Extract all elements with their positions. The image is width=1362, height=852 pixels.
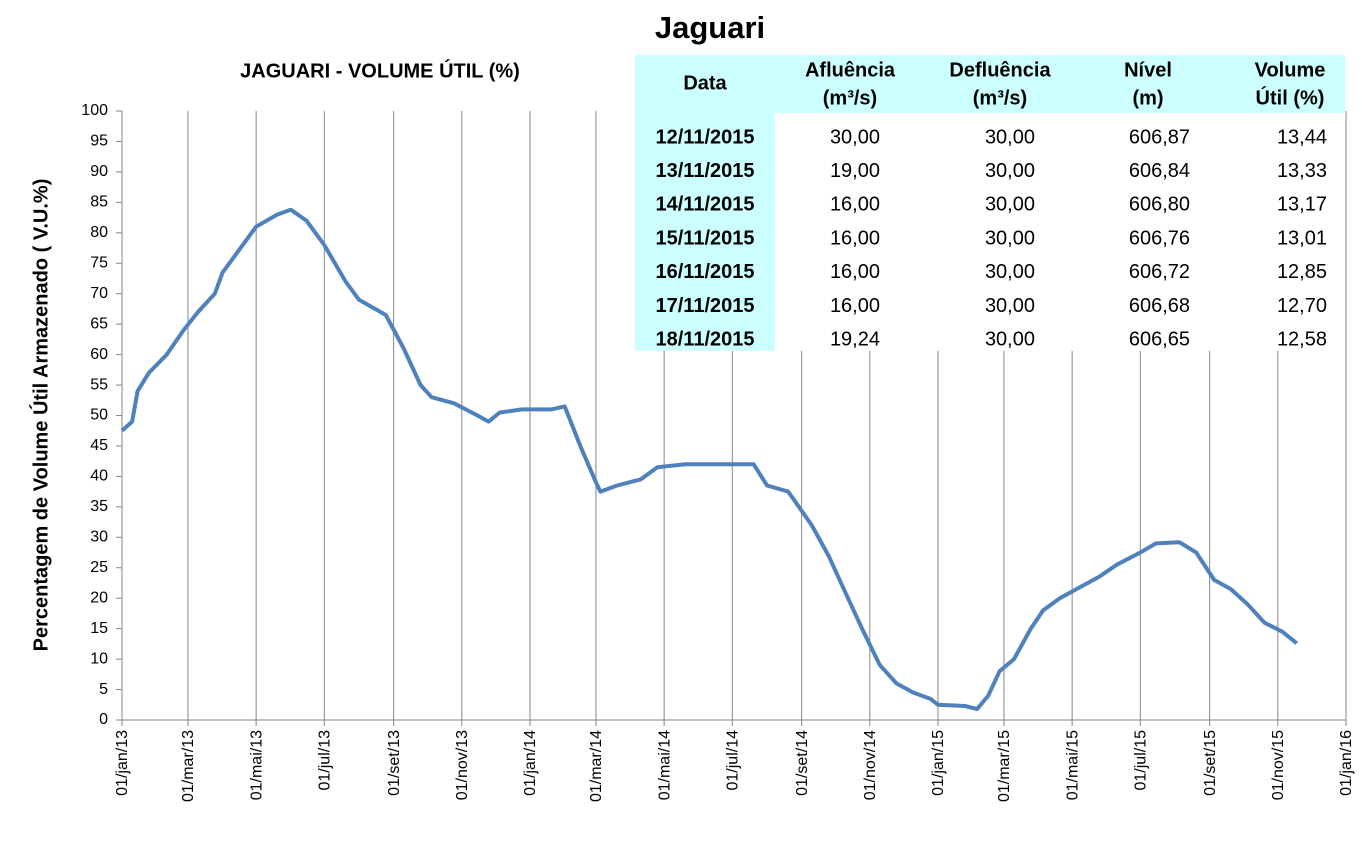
- x-tick-label: 01/mai/15: [1064, 730, 1081, 800]
- table-cell: 30,00: [985, 227, 1035, 249]
- table-cell: 16,00: [830, 194, 880, 216]
- table-cell: 606,84: [1129, 160, 1190, 182]
- table-cell: 30,00: [985, 328, 1035, 350]
- table-header: (m³/s): [823, 87, 877, 109]
- x-tick-label: 01/jul/13: [317, 730, 334, 791]
- x-tick-label: 01/jul/14: [725, 730, 742, 791]
- table-date: 16/11/2015: [656, 261, 755, 283]
- table-cell: 19,24: [830, 328, 880, 350]
- y-tick-label: 80: [90, 224, 108, 241]
- table-header: Defluência: [949, 59, 1051, 81]
- y-tick-label: 90: [90, 163, 108, 180]
- x-tick-label: 01/jan/13: [114, 730, 131, 796]
- y-tick-label: 35: [90, 498, 108, 515]
- y-tick-label: 55: [90, 376, 108, 393]
- y-tick-label: 40: [90, 468, 108, 485]
- x-tick-label: 01/jul/15: [1133, 730, 1150, 791]
- table-header: (m): [1132, 87, 1163, 109]
- table-date: 13/11/2015: [656, 160, 755, 182]
- table-cell: 16,00: [830, 295, 880, 317]
- y-tick-label: 10: [90, 650, 108, 667]
- table-cell: 12,85: [1277, 261, 1327, 283]
- x-tick-label: 01/mar/13: [180, 730, 197, 802]
- table-cell: 30,00: [985, 194, 1035, 216]
- y-tick-label: 85: [90, 194, 108, 211]
- x-tick-label: 01/set/15: [1202, 730, 1219, 796]
- y-tick-label: 65: [90, 315, 108, 332]
- x-tick-label: 01/nov/13: [454, 730, 471, 800]
- table-header: Útil (%): [1256, 85, 1325, 109]
- table-date: 18/11/2015: [656, 328, 755, 350]
- table-cell: 13,44: [1277, 126, 1327, 148]
- x-tick-label: 01/jan/14: [522, 730, 539, 796]
- table-cell: 12,70: [1277, 295, 1327, 317]
- x-tick-label: 01/mai/13: [248, 730, 265, 800]
- y-tick-label: 0: [99, 711, 108, 728]
- table-cell: 30,00: [985, 126, 1035, 148]
- y-tick-label: 20: [90, 589, 108, 606]
- table-header: Data: [683, 72, 727, 94]
- x-tick-label: 01/jan/16: [1338, 730, 1355, 796]
- table-cell: 606,76: [1129, 227, 1190, 249]
- table-date: 15/11/2015: [656, 227, 755, 249]
- y-tick-label: 100: [81, 102, 108, 119]
- x-tick-label: 01/mar/15: [996, 730, 1013, 802]
- date-column-bg: [635, 55, 775, 351]
- table-header: Afluência: [805, 59, 896, 81]
- y-axis-label: Percentagem de Volume Útil Armazenado ( …: [28, 179, 52, 652]
- table-title: Jaguari: [655, 10, 765, 45]
- y-tick-label: 50: [90, 407, 108, 424]
- x-tick-label: 01/set/14: [794, 730, 811, 796]
- y-tick-label: 95: [90, 133, 108, 150]
- table-cell: 16,00: [830, 227, 880, 249]
- table-date: 14/11/2015: [656, 194, 755, 216]
- table-cell: 13,33: [1277, 160, 1327, 182]
- y-tick-label: 30: [90, 529, 108, 546]
- y-tick-label: 15: [90, 620, 108, 637]
- table-cell: 606,80: [1129, 194, 1190, 216]
- y-tick-label: 75: [90, 254, 108, 271]
- x-tick-label: 01/set/13: [386, 730, 403, 796]
- table-cell: 606,87: [1129, 126, 1190, 148]
- table-date: 17/11/2015: [656, 295, 755, 317]
- table-cell: 16,00: [830, 261, 880, 283]
- y-tick-label: 45: [90, 437, 108, 454]
- table-cell: 19,00: [830, 160, 880, 182]
- x-tick-label: 01/jan/15: [930, 730, 947, 796]
- table-header: Nível: [1124, 59, 1172, 81]
- table-cell: 606,72: [1129, 261, 1190, 283]
- table-cell: 606,68: [1129, 295, 1190, 317]
- table-cell: 30,00: [985, 160, 1035, 182]
- table-cell: 30,00: [985, 261, 1035, 283]
- table-cell: 606,65: [1129, 328, 1190, 350]
- chart-title: JAGUARI - VOLUME ÚTIL (%): [240, 58, 520, 82]
- table-date: 12/11/2015: [656, 126, 755, 148]
- x-tick-label: 01/nov/14: [862, 730, 879, 800]
- y-tick-label: 5: [99, 681, 108, 698]
- line-series: [120, 207, 1299, 711]
- table-cell: 13,17: [1277, 194, 1327, 216]
- y-tick-label: 70: [90, 285, 108, 302]
- table-cell: 30,00: [830, 126, 880, 148]
- x-tick-label: 01/nov/15: [1270, 730, 1287, 800]
- table-cell: 12,58: [1277, 328, 1327, 350]
- y-tick-label: 25: [90, 559, 108, 576]
- table-header: (m³/s): [973, 87, 1027, 109]
- table-cell: 13,01: [1277, 227, 1327, 249]
- x-tick-label: 01/mar/14: [588, 730, 605, 802]
- data-table: Data Afluência (m³/s) Defluência (m³/s) Nível…: [635, 55, 1345, 351]
- table-header: Volume: [1255, 59, 1326, 81]
- table-cell: 30,00: [985, 295, 1035, 317]
- x-tick-label: 01/mai/14: [656, 730, 673, 800]
- y-tick-label: 60: [90, 346, 108, 363]
